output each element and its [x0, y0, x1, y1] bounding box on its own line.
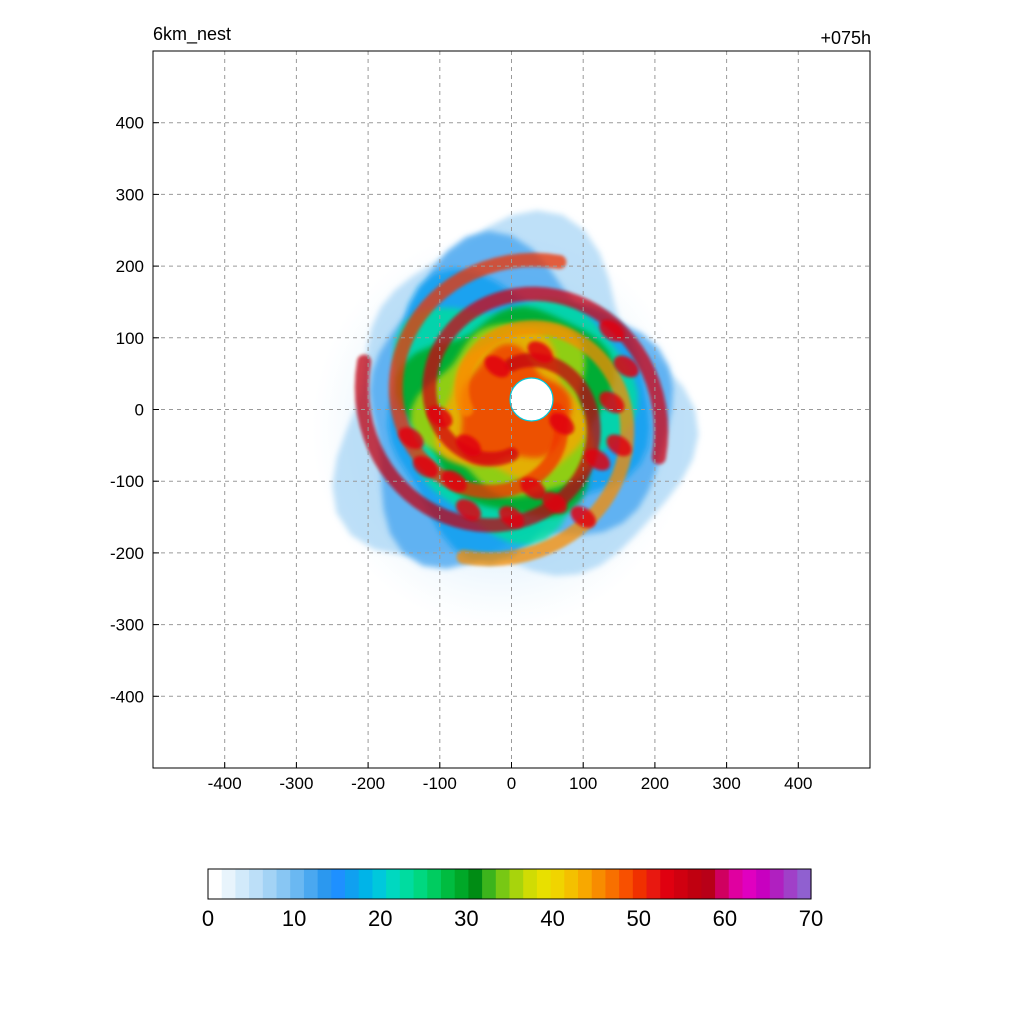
colorbar-swatch: [372, 869, 387, 899]
colorbar-swatch: [715, 869, 730, 899]
x-tick-label: 100: [569, 774, 597, 793]
colorbar-tick-label: 20: [368, 906, 392, 931]
colorbar-swatch: [605, 869, 620, 899]
colorbar-tick-label: 40: [540, 906, 564, 931]
x-axis: -400 -300 -200 -100 0 100 200 300 400: [208, 762, 812, 793]
colorbar-swatch: [262, 869, 278, 899]
storm-eye: [509, 377, 554, 422]
rain-band: [454, 320, 635, 567]
colorbar-tick-label: 50: [626, 906, 650, 931]
colorbar-swatch: [399, 869, 415, 899]
x-tick-label: -400: [208, 774, 242, 793]
colorbar-swatch: [687, 869, 702, 899]
y-tick-label: -200: [110, 544, 144, 563]
y-tick-label: -300: [110, 616, 144, 635]
convective-cell: [427, 405, 453, 428]
colorbar-swatch: [317, 869, 332, 899]
x-tick-label: 300: [712, 774, 740, 793]
colorbar-swatch: [797, 869, 812, 899]
convective-cell: [599, 391, 625, 414]
colorbar-swatch: [783, 869, 798, 899]
colorbar-swatch: [249, 869, 264, 899]
colorbar-swatch: [701, 869, 716, 899]
rain-band: [354, 352, 601, 533]
convective-cell: [412, 455, 439, 478]
convective-cell: [541, 491, 568, 514]
colorbar-tick-label: 10: [282, 906, 306, 931]
convective-cell: [520, 477, 546, 500]
convective-cell: [549, 412, 575, 435]
title-left: 6km_nest: [153, 24, 231, 45]
y-axis: 400 300 200 100 0 -100 -200 -300 -400: [110, 114, 159, 706]
colorbar-swatch: [728, 869, 744, 899]
colorbar-swatch: [660, 869, 675, 899]
colorbar-swatch: [331, 869, 346, 899]
title-right: +075h: [820, 28, 871, 48]
colorbar-swatch: [536, 869, 552, 899]
colorbar-swatch: [578, 869, 593, 899]
colorbar: [207, 868, 812, 900]
colorbar-swatch: [564, 869, 579, 899]
colorbar-swatch: [482, 869, 497, 899]
y-tick-label: 300: [116, 185, 144, 204]
colorbar-swatch: [769, 869, 785, 899]
x-tick-label: 200: [641, 774, 669, 793]
colorbar-swatch: [619, 869, 634, 899]
colorbar-swatch: [632, 869, 648, 899]
colorbar-swatch: [468, 869, 483, 899]
convective-cell: [606, 434, 632, 457]
colorbar-frame: [207, 868, 812, 900]
colorbar-tick-label: 30: [454, 906, 478, 931]
colorbar-swatch: [290, 869, 305, 899]
colorbar-ticks: 0 10 20 30 40 50 60 70: [202, 906, 823, 931]
convective-cell: [584, 448, 611, 471]
colorbar-tick-label: 70: [799, 906, 823, 931]
colorbar-swatch: [345, 869, 360, 899]
x-tick-label: 400: [784, 774, 812, 793]
storm-field: [311, 210, 699, 630]
x-tick-label: -200: [351, 774, 385, 793]
colorbar-swatch: [495, 869, 511, 899]
convective-cell: [398, 427, 424, 450]
convective-cell: [455, 434, 482, 457]
colorbar-swatch: [413, 869, 428, 899]
colorbar-swatch: [509, 869, 524, 899]
colorbar-swatch: [427, 869, 442, 899]
x-tick-label: 0: [507, 774, 516, 793]
x-tick-label: -100: [423, 774, 457, 793]
colorbar-swatch: [235, 869, 250, 899]
colorbar-swatch: [591, 869, 607, 899]
colorbar-swatch: [523, 869, 538, 899]
colorbar-swatch: [358, 869, 374, 899]
colorbar-swatch: [303, 869, 319, 899]
convective-cell: [455, 498, 482, 521]
colorbar-swatch: [386, 869, 401, 899]
colorbar-swatch: [742, 869, 757, 899]
convective-cell: [599, 319, 625, 342]
colorbar-tick-label: 60: [713, 906, 737, 931]
colorbar-swatch: [673, 869, 689, 899]
colorbar-swatch: [221, 869, 236, 899]
y-tick-label: 400: [116, 114, 144, 133]
colorbar-swatch: [646, 869, 661, 899]
colorbar-swatch: [276, 869, 291, 899]
y-tick-label: 0: [135, 401, 144, 420]
colorbar-swatch: [208, 869, 223, 899]
convective-cell: [527, 341, 553, 364]
convective-cell: [613, 355, 639, 378]
colorbar-swatch: [454, 869, 469, 899]
colorbar-swatch: [440, 869, 456, 899]
colorbar-tick-label: 0: [202, 906, 214, 931]
x-tick-label: -300: [279, 774, 313, 793]
convective-cell: [441, 470, 467, 493]
convective-cell: [484, 355, 510, 378]
y-tick-label: 200: [116, 257, 144, 276]
colorbar-swatch: [550, 869, 565, 899]
y-tick-label: 100: [116, 329, 144, 348]
y-tick-label: -400: [110, 687, 144, 706]
y-tick-label: -100: [110, 472, 144, 491]
colorbar-swatch: [756, 869, 771, 899]
